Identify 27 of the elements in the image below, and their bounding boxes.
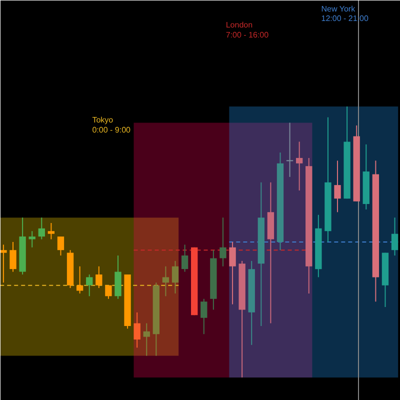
annotation: 0:00 - 9:00	[92, 125, 132, 134]
candlestick	[286, 122, 294, 178]
candlestick	[105, 284, 112, 300]
candlestick	[296, 141, 303, 191]
candlestick	[181, 244, 188, 272]
candlestick	[10, 241, 16, 272]
candlestick	[57, 236, 64, 256]
text: 7:00 - 16:00	[226, 30, 270, 40]
candlestick	[229, 241, 236, 305]
candlestick	[86, 274, 93, 297]
annotation: Tokyo	[92, 116, 114, 125]
candlestick	[134, 312, 140, 348]
candlestick	[220, 217, 226, 267]
candlestick	[200, 298, 208, 335]
candlestick	[143, 322, 150, 356]
candlestick	[0, 244, 7, 284]
candlestick	[334, 160, 341, 213]
candlestick	[28, 230, 36, 248]
candlestick	[391, 217, 398, 256]
candlestick	[76, 266, 84, 294]
text: London	[226, 20, 253, 30]
candlestick	[38, 217, 45, 240]
candlestick	[96, 266, 102, 289]
candlestick	[48, 222, 55, 240]
candlestick	[172, 260, 179, 294]
text: New York	[321, 4, 356, 14]
candlestick	[162, 266, 170, 297]
